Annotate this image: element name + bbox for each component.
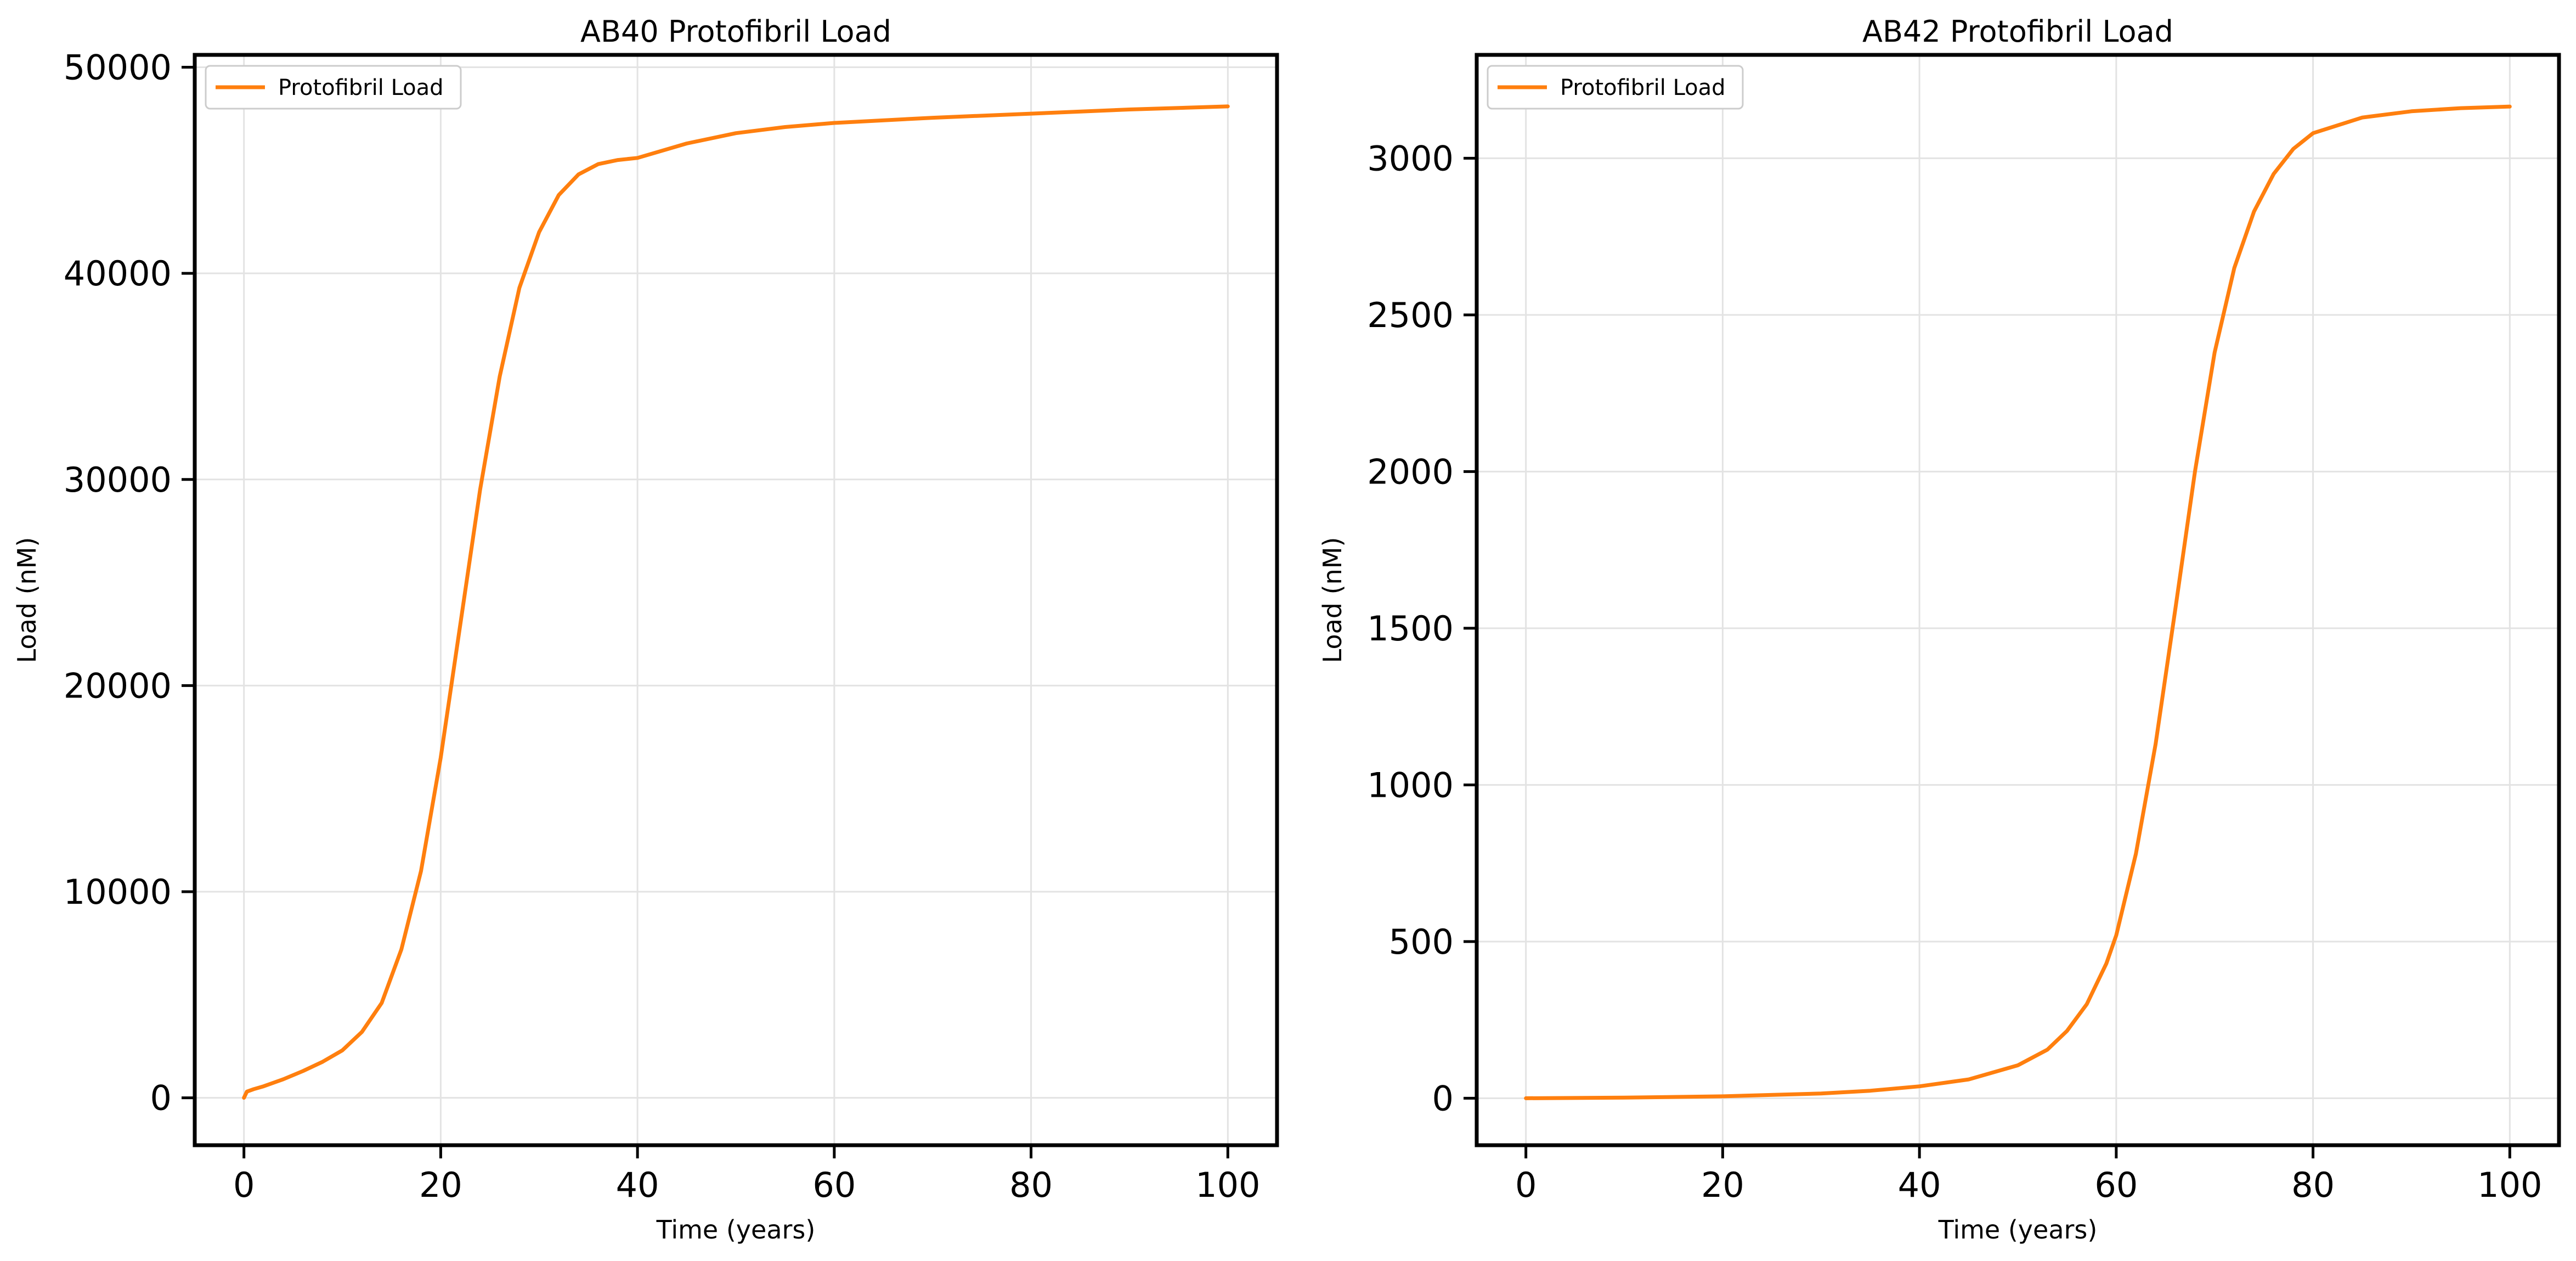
y-tick-label: 2500 <box>1367 295 1454 335</box>
y-tick-label: 2000 <box>1367 452 1454 492</box>
y-tick-label: 0 <box>1432 1078 1454 1118</box>
x-tick-label: 40 <box>616 1165 659 1205</box>
x-tick-label: 0 <box>233 1165 255 1205</box>
chart-2: 0 20 40 60 80 100050010001500200025003000AB42… <box>1318 14 2561 1245</box>
x-tick-label: 80 <box>2291 1165 2335 1205</box>
series-line-1 <box>242 104 1230 1100</box>
x-tick-label: 20 <box>1701 1165 1744 1205</box>
x-tick-label: 100 <box>2477 1165 2542 1205</box>
x-tick-label: 0 <box>1515 1165 1536 1205</box>
x-tick-label: 40 <box>1898 1165 1941 1205</box>
legend-box <box>1487 65 1744 110</box>
legend: Protofibril Load <box>205 65 462 110</box>
x-tick-label: 60 <box>2094 1165 2138 1205</box>
chart-1: 0 20 40 60 80 100 0 10000 20000 30000 40000 50000 AB… <box>12 14 1279 1245</box>
legend-label: Protofibril Load <box>1560 75 1726 100</box>
y-tick-label: 20000 <box>64 666 172 706</box>
x-tick-label: 100 <box>1195 1165 1260 1205</box>
x-tick-label: 20 <box>419 1165 462 1205</box>
y-axis-label: Load (nM) <box>1318 537 1347 663</box>
x-tick-label: 60 <box>812 1165 856 1205</box>
series-line-1 <box>1524 104 2512 1100</box>
x-axis-label: Time (years) <box>656 1215 816 1245</box>
y-tick-label: 30000 <box>64 460 172 500</box>
legend-label: Protofibril Load <box>278 75 444 100</box>
y-tick-label: 3000 <box>1367 138 1454 178</box>
y-tick-label: 10000 <box>64 872 172 912</box>
y-tick-label: 1000 <box>1367 765 1454 805</box>
legend-box <box>205 65 462 110</box>
chart-title: AB42 Protofibril Load <box>1862 14 2173 49</box>
legend: Protofibril Load <box>1487 65 1744 110</box>
chart-title: AB40 Protofibril Load <box>580 14 891 49</box>
y-axis-label: Load (nM) <box>12 537 42 663</box>
plot-frame <box>1475 53 2561 1147</box>
y-tick-label: 1500 <box>1367 609 1454 649</box>
plot-frame <box>193 53 1279 1147</box>
x-tick-label: 80 <box>1009 1165 1053 1205</box>
y-tick-label: 500 <box>1389 922 1454 962</box>
y-tick-label: 40000 <box>64 254 172 294</box>
x-axis-label: Time (years) <box>1938 1215 2098 1245</box>
y-tick-label: 0 <box>150 1078 172 1118</box>
y-tick-label: 50000 <box>64 48 172 88</box>
